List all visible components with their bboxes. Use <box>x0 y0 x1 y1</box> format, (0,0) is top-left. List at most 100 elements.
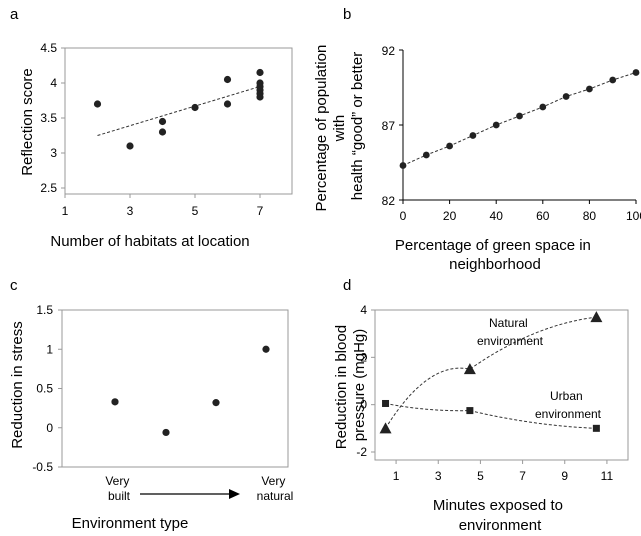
panel-c-plot-frame <box>61 309 289 468</box>
y-tick-label: 4 <box>360 303 367 317</box>
y-tick-label: 2 <box>360 350 367 364</box>
urban-environment-line <box>385 402 597 429</box>
x-tick-label: 7 <box>519 469 526 483</box>
environment-gradient-arrow-head <box>229 489 240 499</box>
urban-environment-markers <box>382 399 600 432</box>
urban-square-marker <box>592 424 600 432</box>
panel-b-y-axis-title: Percentage of population with health “go… <box>313 41 366 212</box>
y-tick-label: 82 <box>382 194 396 208</box>
data-point <box>191 103 199 112</box>
y-tick-label: 2.5 <box>40 181 57 195</box>
panel-b-x-axis-title: Percentage of green space in neighborhoo… <box>395 237 595 273</box>
x-tick-label: 5 <box>477 469 484 483</box>
x-end-label-very-built-line-2: built <box>108 489 131 503</box>
data-point <box>256 93 264 101</box>
panel-d-x-axis-title-line-2: environment <box>459 517 542 534</box>
panel-b: b 82 87 92 0 20 40 60 80 100 Percentage of popu… <box>313 6 641 273</box>
panel-c-y-axis-title: Reduction in stress <box>9 321 26 449</box>
data-point <box>632 69 640 76</box>
panel-c-letter: c <box>10 277 18 294</box>
data-point <box>256 68 264 77</box>
urban-environment-label-line-1: Urban <box>550 389 583 403</box>
panel-b-points <box>399 69 640 169</box>
data-point <box>446 142 453 150</box>
x-tick-label: 100 <box>626 209 641 223</box>
data-point <box>516 112 523 120</box>
data-point <box>111 398 119 406</box>
x-end-label-very-natural: Very natural <box>257 474 294 503</box>
data-point <box>93 100 102 108</box>
panel-a-y-axis-title: Reflection score <box>19 68 36 176</box>
y-tick-label: 4 <box>50 76 57 90</box>
data-point <box>262 345 270 353</box>
x-tick-label: 9 <box>561 469 568 483</box>
data-point <box>469 132 477 139</box>
panel-a-points <box>93 68 264 150</box>
panel-d-letter: d <box>343 277 351 294</box>
x-tick-label: 11 <box>601 469 614 483</box>
data-point <box>212 399 220 407</box>
data-point <box>223 100 232 108</box>
panel-d-x-ticks: 1 3 5 7 9 11 <box>393 460 614 483</box>
x-tick-label: 80 <box>583 209 597 223</box>
x-tick-label: 3 <box>435 469 442 483</box>
data-point <box>162 428 170 437</box>
y-tick-label: 0 <box>46 421 53 435</box>
y-tick-label: 3 <box>50 146 57 160</box>
panel-c-points <box>111 345 270 437</box>
urban-square-marker <box>382 399 390 407</box>
x-tick-label: 60 <box>536 209 550 223</box>
panel-a: a 2.5 3 3.5 4 4.5 1 3 5 7 Reflection score Numb… <box>10 6 293 250</box>
y-tick-label: 0 <box>360 398 367 412</box>
panel-b-y-ticks: 82 87 92 <box>382 44 403 208</box>
x-end-label-very-natural-line-2: natural <box>257 489 294 503</box>
x-tick-label: 20 <box>443 209 457 223</box>
panel-d-y-axis-title-line-2: pressure (mgHg) <box>351 329 368 442</box>
natural-environment-label: Natural environment <box>477 316 544 348</box>
panel-a-trendline <box>97 86 261 136</box>
y-tick-label: 1.5 <box>36 303 53 317</box>
panel-a-x-axis-title: Number of habitats at location <box>50 233 249 250</box>
natural-environment-label-line-2: environment <box>477 334 544 348</box>
urban-square-marker <box>466 407 474 415</box>
natural-environment-markers <box>379 311 603 434</box>
panel-a-letter: a <box>10 6 19 23</box>
x-tick-label: 40 <box>490 209 504 223</box>
panel-d-y-ticks: -2 0 2 4 <box>356 303 375 459</box>
data-point <box>158 128 167 136</box>
panel-b-y-axis-title-line-3: health “good” or better <box>349 52 366 200</box>
panel-a-plot-frame <box>64 47 293 195</box>
panel-d-plot-frame <box>374 309 629 461</box>
urban-environment-label-line-2: environment <box>535 407 602 421</box>
x-tick-label: 0 <box>400 209 407 223</box>
x-tick-label: 1 <box>393 469 400 483</box>
data-point <box>422 151 430 159</box>
panel-a-y-ticks: 2.5 3 3.5 4 4.5 <box>40 41 65 195</box>
urban-environment-label: Urban environment <box>535 389 602 421</box>
data-point <box>492 121 500 129</box>
natural-triangle-marker <box>463 363 476 375</box>
y-tick-label: 1 <box>46 342 53 356</box>
data-point <box>609 76 617 84</box>
panel-d-y-axis-title-line-1: Reduction in blood <box>333 325 350 449</box>
x-end-label-very-built: Very built <box>105 474 132 503</box>
data-point <box>223 75 232 84</box>
data-point <box>586 85 593 93</box>
data-point <box>158 117 167 126</box>
y-tick-label: 92 <box>382 44 396 58</box>
natural-environment-label-line-1: Natural <box>489 316 528 330</box>
y-tick-label: -0.5 <box>32 460 53 474</box>
panel-b-x-axis-title-line-2: neighborhood <box>449 256 541 273</box>
natural-triangle-marker <box>379 422 392 434</box>
x-tick-label: 1 <box>62 204 69 218</box>
panel-c-y-ticks: -0.5 0 0.5 1 1.5 <box>32 303 62 474</box>
y-tick-label: 4.5 <box>40 41 57 55</box>
panel-d-y-axis-title: Reduction in blood pressure (mgHg) <box>333 321 368 449</box>
y-tick-label: 3.5 <box>40 111 57 125</box>
y-tick-label: -2 <box>356 445 367 459</box>
panel-b-x-ticks: 0 20 40 60 80 100 <box>400 200 641 223</box>
data-point <box>562 93 570 100</box>
y-tick-label: 0.5 <box>36 382 53 396</box>
data-point <box>539 103 547 111</box>
